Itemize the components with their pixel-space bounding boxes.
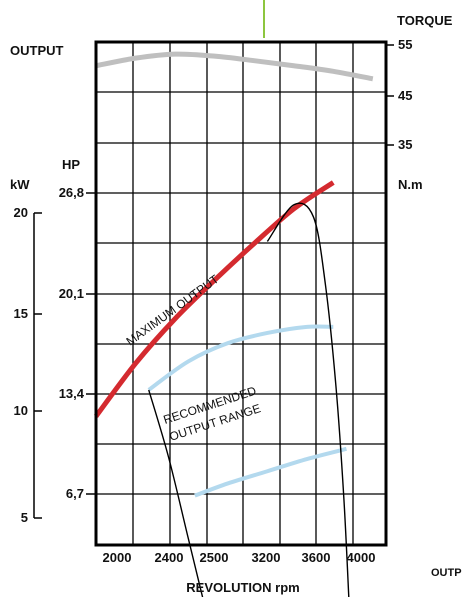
- maximum-output-curve: [93, 180, 335, 418]
- recommended-high-curve: [147, 324, 334, 392]
- hp-tick-label: 13,4: [59, 386, 85, 401]
- kw-tick-label: 5: [21, 510, 28, 525]
- hp-tick-label: 6,7: [66, 486, 84, 501]
- torque-axis-title: TORQUE: [397, 13, 453, 28]
- x-tick-label: 3600: [302, 550, 331, 565]
- x-tick-label: 2400: [155, 550, 184, 565]
- torque-unit-label: N.m: [398, 177, 423, 192]
- hp-unit-label: HP: [62, 157, 80, 172]
- x-tick-label: 2000: [103, 550, 132, 565]
- kw-ticks: 20 15 10 5: [14, 205, 42, 525]
- hp-tick-label: 20,1: [59, 286, 84, 301]
- kw-tick-label: 15: [14, 306, 28, 321]
- propeller-curve-2-curve: [266, 202, 350, 597]
- torque-tick-label: 45: [398, 88, 412, 103]
- x-tick-label: 3200: [252, 550, 281, 565]
- hp-tick-label: 26,8: [59, 185, 84, 200]
- x-axis-title: REVOLUTION rpm: [186, 580, 299, 595]
- x-tick-label: 4000: [347, 550, 376, 565]
- kw-tick-label: 10: [14, 403, 28, 418]
- recommended-low-curve: [194, 446, 347, 498]
- chart-curves: [93, 51, 374, 597]
- torque-tick-label: 35: [398, 137, 412, 152]
- kw-tick-label: 20: [14, 205, 28, 220]
- cutoff-output-text: OUTP: [431, 567, 462, 579]
- torque-tick-label: 55: [398, 37, 412, 52]
- chart-grid: [96, 42, 386, 545]
- hp-ticks: 26,8 20,1 13,4 6,7: [59, 185, 96, 501]
- propeller-curve-1-curve: [148, 389, 204, 597]
- kw-unit-label: kW: [10, 177, 30, 192]
- x-tick-label: 2500: [200, 550, 229, 565]
- output-axis-title: OUTPUT: [10, 43, 64, 58]
- x-tick-labels: 2000 2400 2500 3200 3600 4000: [103, 550, 376, 565]
- torque-ticks: 55 45 35: [386, 37, 412, 152]
- torque-curve: [95, 51, 374, 82]
